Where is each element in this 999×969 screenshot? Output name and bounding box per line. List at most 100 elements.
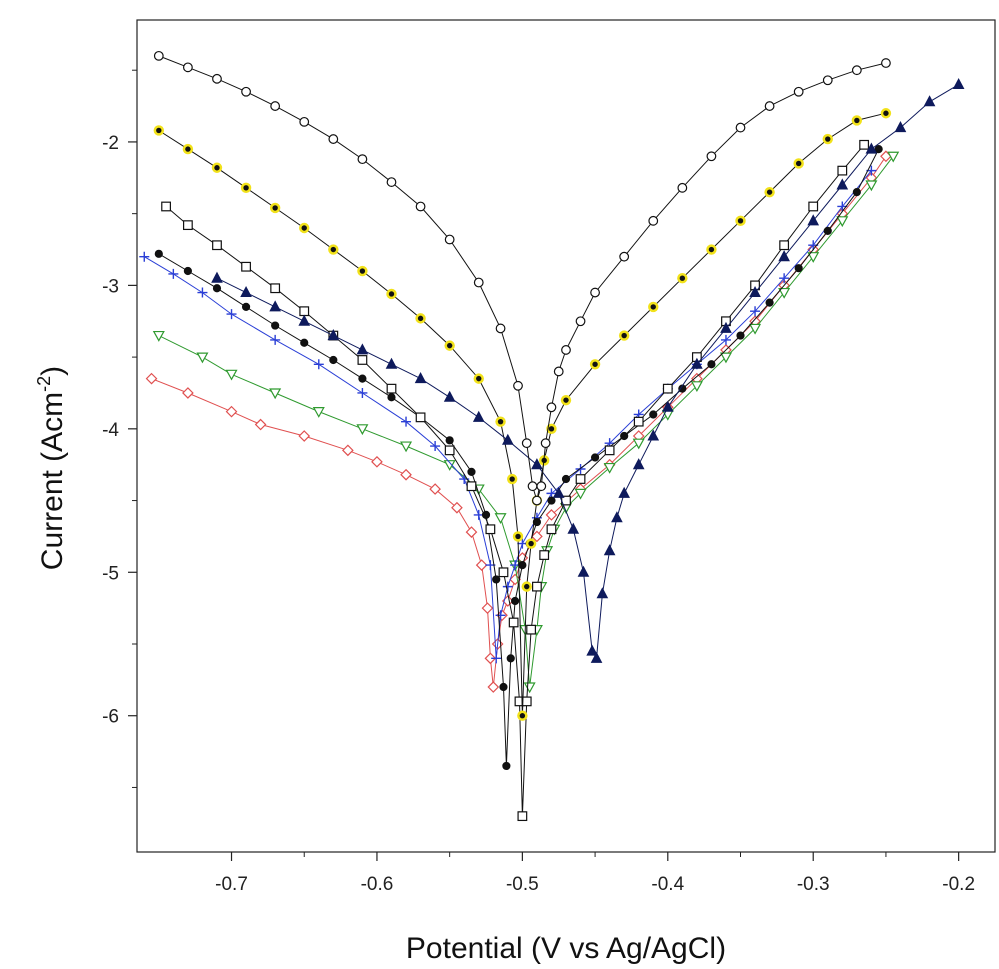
data-point — [499, 682, 508, 692]
y-tick-label: -6 — [102, 707, 119, 728]
y-tick-label: -3 — [102, 276, 119, 297]
series-plus — [139, 165, 877, 664]
series-circle-open — [153, 50, 891, 506]
data-point — [527, 481, 538, 492]
data-point — [241, 302, 251, 311]
data-point-center — [548, 426, 555, 432]
data-point — [536, 481, 547, 492]
data-point — [485, 524, 496, 535]
data-point — [400, 441, 413, 453]
data-point-center — [272, 205, 278, 211]
data-point-center — [650, 304, 656, 310]
data-point — [415, 412, 426, 423]
data-point — [596, 587, 609, 599]
data-point — [299, 116, 310, 127]
data-point — [881, 58, 891, 68]
data-point — [852, 188, 861, 197]
data-point — [492, 575, 501, 584]
series-circle-filled-yellow — [153, 108, 892, 721]
data-point — [649, 410, 658, 419]
data-point-center — [515, 533, 521, 540]
data-point — [661, 400, 674, 412]
data-point — [765, 298, 774, 307]
series-circle-filled — [154, 145, 883, 771]
data-point — [254, 418, 267, 431]
data-point — [269, 300, 281, 312]
data-point — [553, 366, 564, 377]
data-point — [212, 73, 222, 84]
y-axis-title-main: Current (Acm — [36, 392, 69, 570]
data-point — [874, 145, 883, 154]
data-point — [139, 251, 150, 262]
data-point — [779, 240, 790, 251]
data-point — [586, 644, 599, 656]
data-point — [575, 463, 586, 474]
data-point — [611, 511, 623, 523]
data-point-center — [679, 275, 686, 281]
data-point — [887, 151, 900, 163]
data-point — [720, 334, 731, 345]
data-point — [225, 369, 238, 381]
data-point — [473, 277, 484, 288]
data-point — [590, 651, 603, 663]
data-point — [508, 617, 519, 628]
data-point — [749, 323, 762, 335]
data-point — [481, 602, 494, 614]
data-point — [467, 467, 476, 476]
data-point — [823, 226, 832, 235]
data-point — [241, 86, 251, 97]
data-point — [552, 486, 565, 498]
data-point — [691, 357, 703, 369]
data-point-center — [737, 218, 744, 224]
data-point — [443, 390, 456, 402]
data-point — [502, 581, 513, 592]
data-point — [357, 154, 368, 165]
data-point — [690, 381, 703, 393]
data-point — [153, 50, 164, 61]
data-point — [706, 151, 717, 162]
data-point — [154, 249, 163, 258]
data-point — [778, 250, 790, 262]
data-point — [749, 285, 761, 298]
data-point — [430, 441, 441, 452]
series-triangle-filled — [211, 77, 965, 663]
data-point-center — [214, 165, 220, 171]
data-point — [298, 314, 311, 326]
data-point — [603, 462, 616, 474]
data-point — [545, 509, 558, 521]
data-point-center — [708, 246, 715, 253]
data-point — [851, 65, 862, 76]
data-point — [618, 486, 630, 498]
data-point — [495, 323, 506, 334]
y-tick-label: -5 — [102, 563, 119, 584]
data-point — [466, 481, 477, 492]
data-point-center — [524, 583, 530, 590]
data-point — [269, 388, 282, 400]
data-point — [523, 682, 536, 694]
data-point — [491, 653, 502, 664]
data-point — [451, 501, 463, 514]
data-point — [386, 177, 397, 187]
data-point — [371, 455, 383, 468]
data-point — [619, 251, 630, 262]
data-point — [561, 345, 571, 355]
series-line — [158, 55, 887, 503]
data-point — [546, 402, 557, 413]
data-point — [484, 652, 497, 665]
series-line — [165, 144, 865, 817]
data-point — [313, 359, 324, 370]
data-point — [648, 215, 659, 226]
series-line — [216, 84, 959, 660]
data-point — [196, 352, 209, 364]
data-point — [152, 330, 165, 342]
data-point — [356, 343, 369, 355]
data-point-center — [497, 418, 504, 425]
data-point — [212, 284, 222, 293]
data-point — [226, 309, 237, 320]
data-point — [793, 86, 804, 97]
data-point-center — [330, 246, 337, 253]
data-point — [590, 287, 600, 298]
data-point-center — [766, 189, 773, 195]
data-point — [444, 445, 455, 456]
data-point-center — [156, 127, 162, 134]
